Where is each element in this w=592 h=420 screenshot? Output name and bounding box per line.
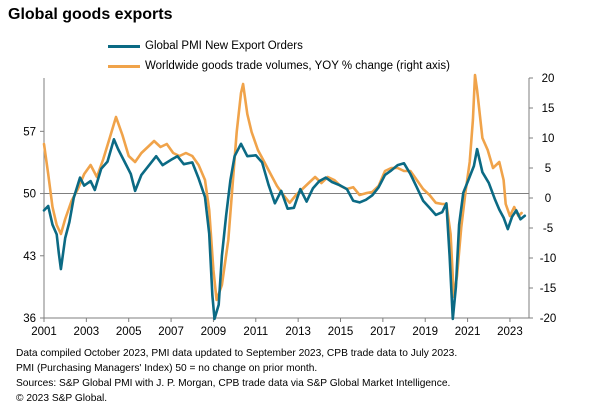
chart-legend: Global PMI New Export Orders Worldwide g…	[108, 36, 450, 76]
x-tick-label: 2023	[497, 326, 523, 338]
x-tick-label: 2005	[116, 326, 142, 338]
right-tick-label: 20	[542, 73, 555, 85]
x-tick-label: 2007	[158, 326, 184, 338]
chart-title: Global goods exports	[8, 6, 173, 23]
footnote-pmi-definition: PMI (Purchasing Managers' Index) 50 = no…	[16, 363, 318, 374]
x-tick-label: 2019	[412, 326, 438, 338]
left-tick-label: 36	[23, 313, 36, 325]
footnote-data-compiled: Data compiled October 2023, PMI data upd…	[16, 348, 458, 359]
left-tick-label: 43	[23, 251, 36, 263]
legend-label-trade: Worldwide goods trade volumes, YOY % cha…	[145, 60, 450, 72]
x-tick-label: 2009	[201, 326, 227, 338]
x-tick-label: 2013	[285, 326, 311, 338]
right-tick-label: 5	[545, 163, 551, 175]
legend-swatch-trade	[108, 64, 140, 68]
x-tick-label: 2003	[74, 326, 100, 338]
left-tick-label: 57	[23, 126, 36, 138]
legend-item-pmi: Global PMI New Export Orders	[108, 36, 450, 56]
right-tick-label: -15	[540, 283, 557, 295]
x-tick-label: 2015	[328, 326, 354, 338]
right-tick-label: -5	[543, 223, 553, 235]
x-tick-label: 2017	[370, 326, 396, 338]
x-tick-label: 2011	[243, 326, 268, 338]
x-tick-label: 2001	[31, 326, 57, 338]
footnotes: Data compiled October 2023, PMI data upd…	[16, 346, 457, 406]
right-tick-label: 10	[542, 133, 555, 145]
right-tick-label: -10	[540, 253, 557, 265]
series-line-goods-trade-volumes	[42, 73, 523, 302]
footnote-sources: Sources: S&P Global PMI with J. P. Morga…	[16, 378, 451, 389]
right-tick-label: 0	[545, 193, 551, 205]
legend-label-pmi: Global PMI New Export Orders	[145, 40, 303, 52]
legend-item-trade: Worldwide goods trade volumes, YOY % cha…	[108, 56, 450, 76]
right-tick-label: 15	[542, 103, 555, 115]
left-tick-label: 50	[23, 189, 36, 201]
x-tick-label: 2021	[455, 326, 481, 338]
right-tick-label: -20	[540, 313, 557, 325]
footnote-copyright: © 2023 S&P Global.	[16, 393, 108, 404]
legend-swatch-pmi	[108, 44, 140, 48]
series-line-pmi-new-export-orders	[42, 138, 527, 321]
